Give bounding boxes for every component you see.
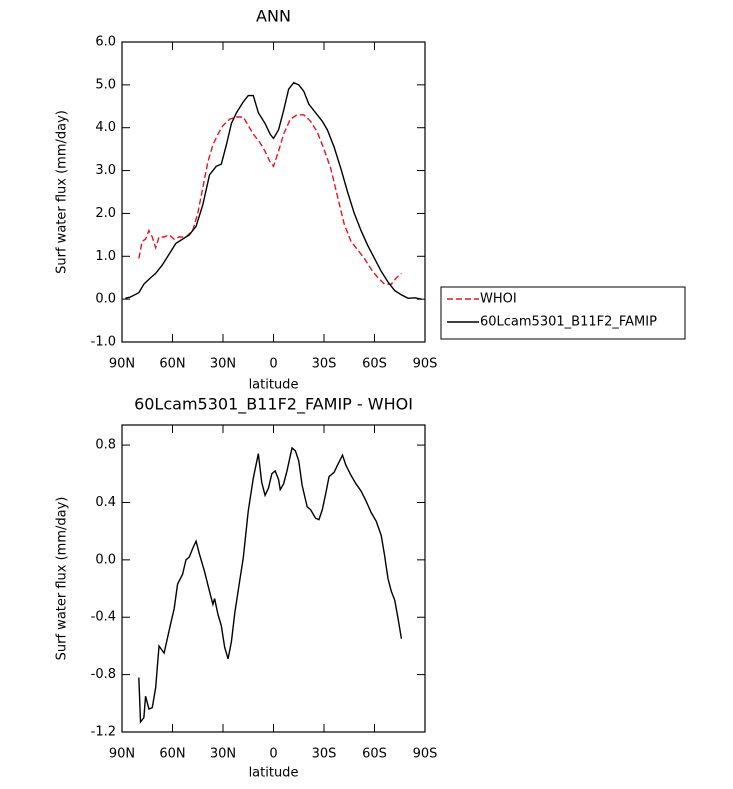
chart-title: ANN: [256, 7, 291, 26]
legend-box: [440, 286, 686, 340]
plot-frame: [121, 41, 426, 343]
data-line: [138, 446, 403, 724]
plot-frame: [121, 424, 426, 733]
y-tick-label: 4.0: [95, 120, 116, 135]
x-tick-label: 90N: [109, 747, 135, 762]
x-tick-label: 30N: [210, 357, 236, 372]
x-tick-label: 30S: [312, 357, 337, 372]
data-line: [138, 114, 402, 285]
y-tick-label: 0.0: [95, 292, 116, 307]
y-axis-label: Surf water flux (mm/day): [55, 497, 70, 661]
y-tick-label: 2.0: [95, 206, 116, 221]
x-tick-label: 90N: [109, 357, 135, 372]
y-tick-label: 1.0: [95, 249, 116, 264]
y-tick-label: 0.8: [95, 438, 116, 453]
x-axis-label: latitude: [249, 378, 299, 393]
y-tick-label: -0.4: [91, 610, 116, 625]
chart-title: 60Lcam5301_B11F2_FAMIP - WHOI: [134, 395, 413, 415]
y-tick-label: 0.4: [95, 495, 116, 510]
y-tick-label: -0.8: [91, 667, 116, 682]
data-line: [125, 81, 422, 300]
y-tick-label: 5.0: [95, 77, 116, 92]
x-tick-label: 60S: [362, 357, 387, 372]
x-tick-label: 0: [269, 747, 277, 762]
x-tick-label: 30N: [210, 747, 236, 762]
y-tick-label: 3.0: [95, 163, 116, 178]
x-tick-label: 60N: [159, 747, 185, 762]
x-tick-label: 30S: [312, 747, 337, 762]
y-axis-label: Surf water flux (mm/day): [55, 110, 70, 274]
x-tick-label: 0: [269, 357, 277, 372]
x-tick-label: 60N: [159, 357, 185, 372]
y-tick-label: 6.0: [95, 35, 116, 50]
y-tick-label: 0.0: [95, 552, 116, 567]
y-tick-label: -1.2: [91, 725, 116, 740]
x-tick-label: 60S: [362, 747, 387, 762]
x-tick-label: 90S: [413, 747, 438, 762]
y-tick-label: -1.0: [91, 335, 116, 350]
legend-label: 60Lcam5301_B11F2_FAMIP: [480, 315, 657, 330]
x-tick-label: 90S: [413, 357, 438, 372]
legend-label: WHOI: [480, 292, 517, 307]
x-axis-label: latitude: [249, 766, 299, 781]
